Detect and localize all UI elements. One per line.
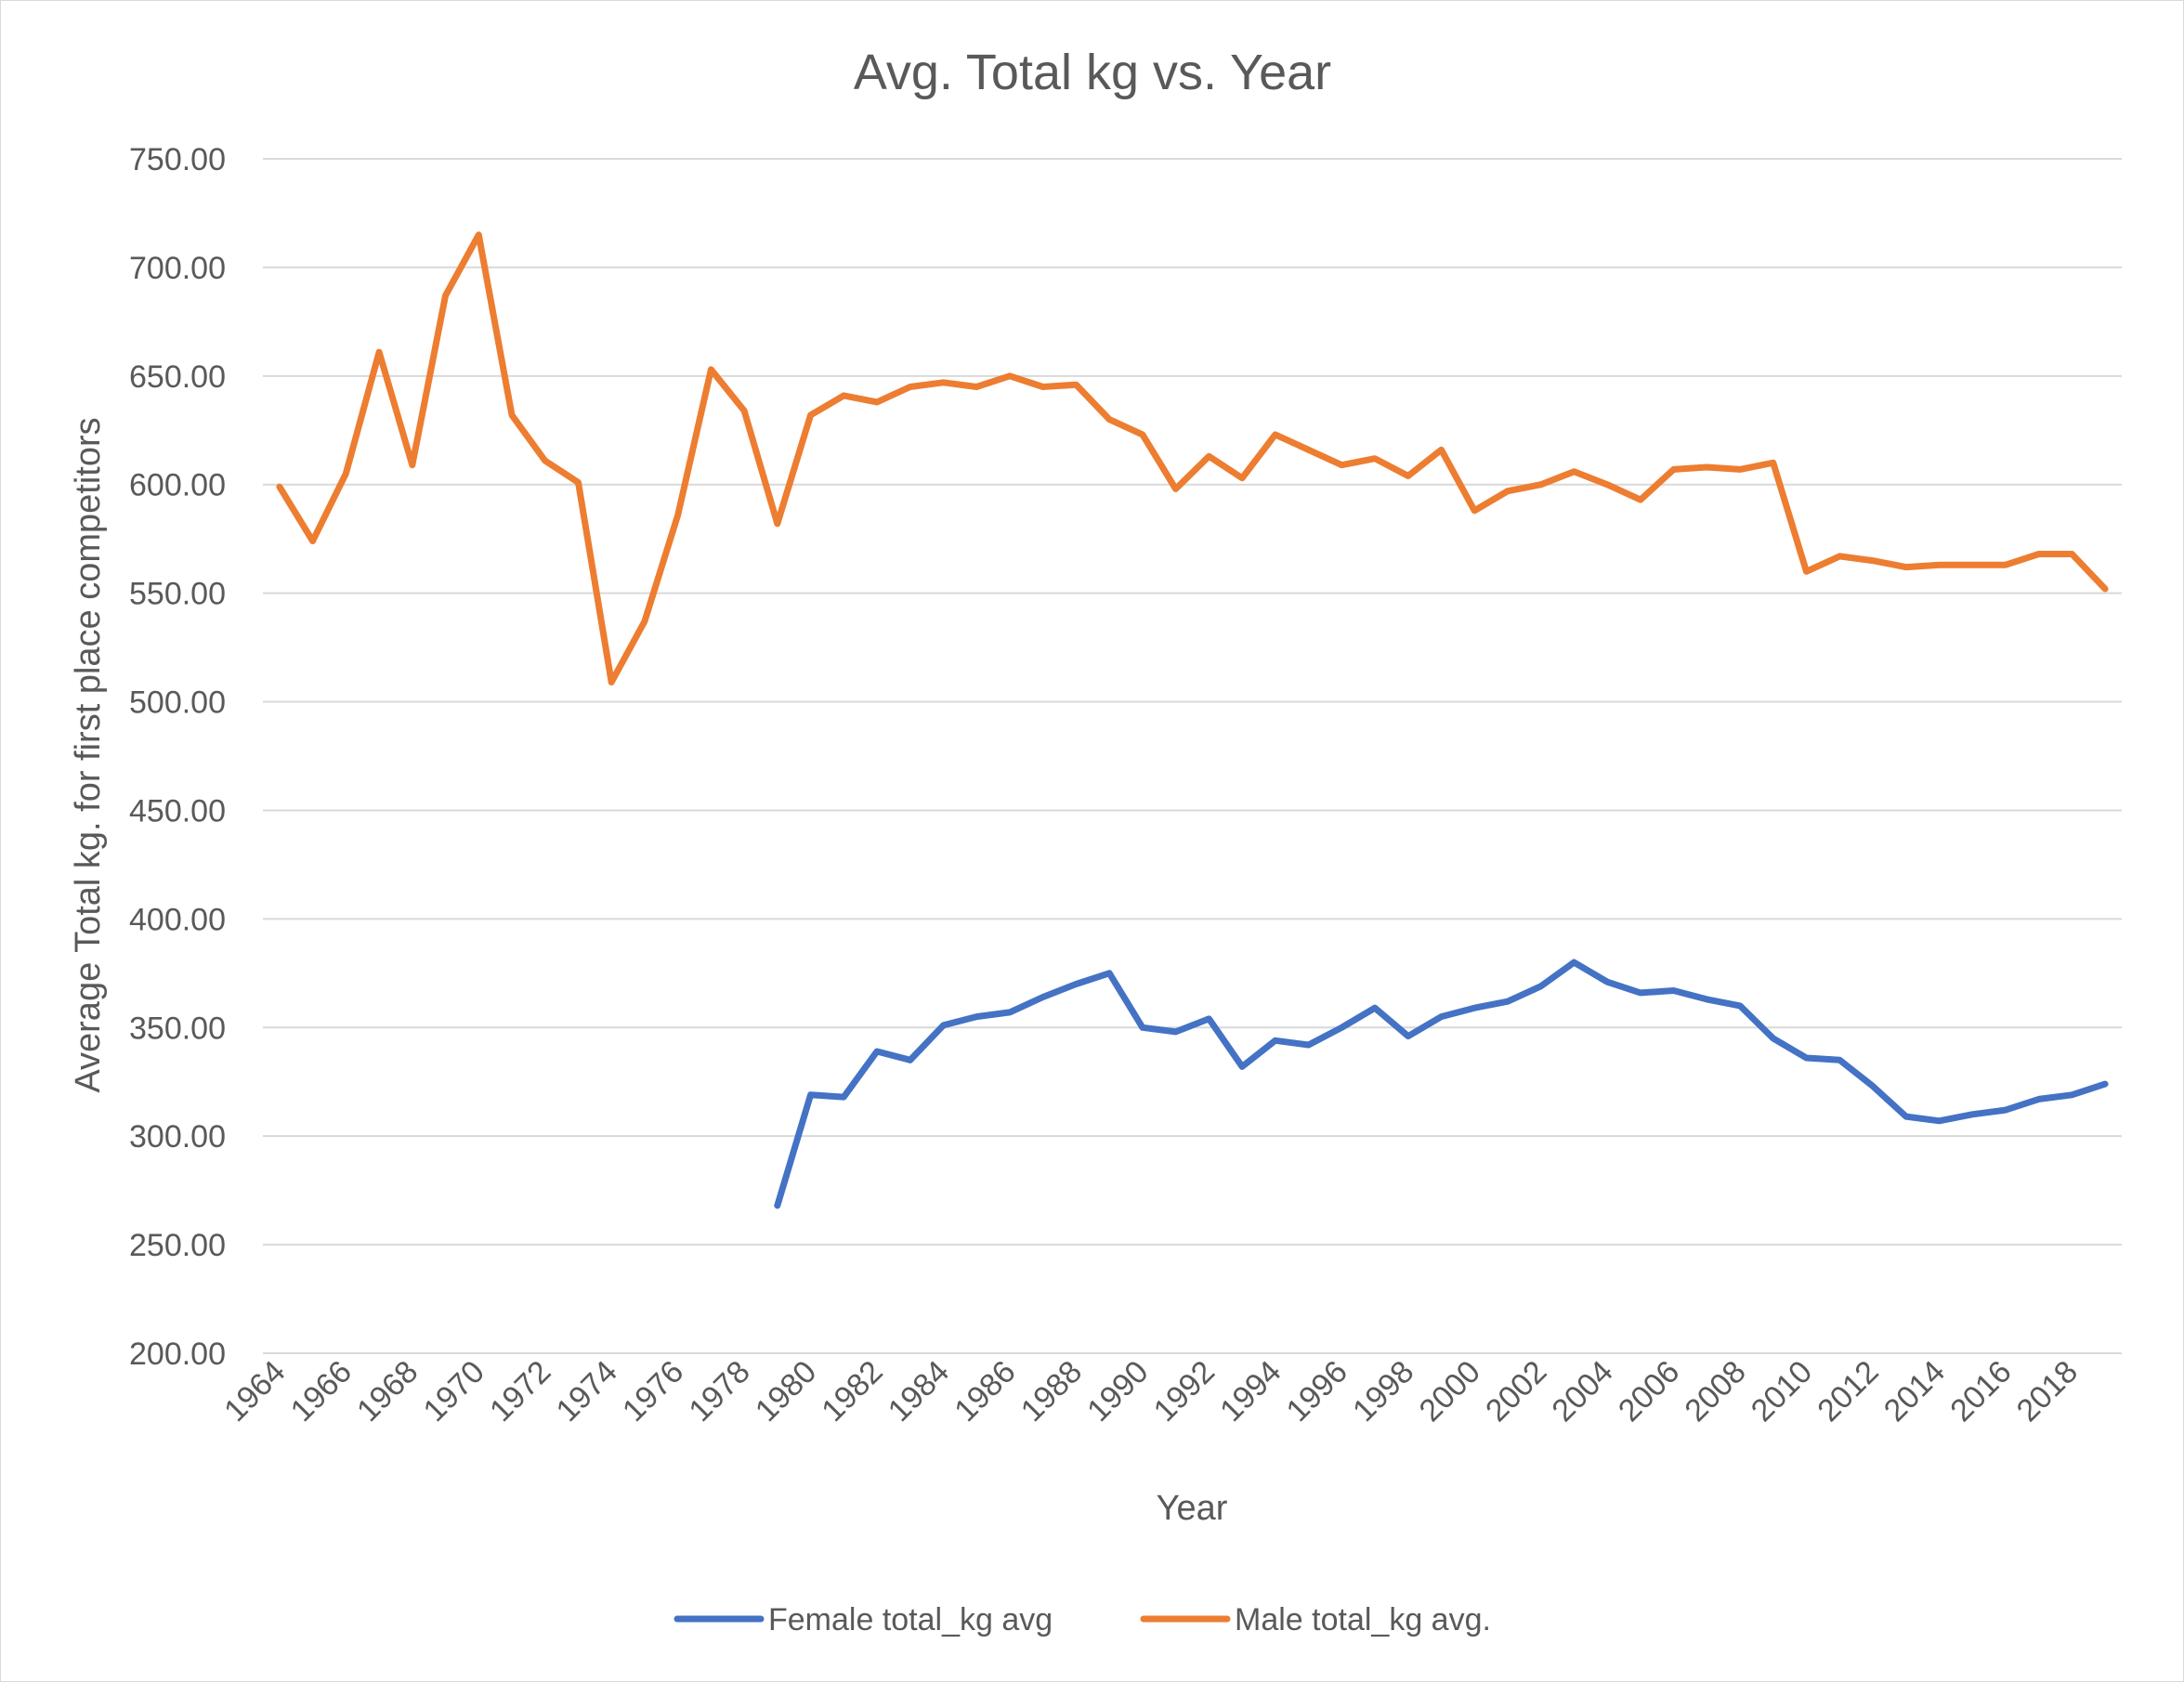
y-tick-label: 650.00 — [129, 359, 226, 395]
y-tick-label: 750.00 — [129, 142, 226, 177]
y-tick-label: 400.00 — [129, 902, 226, 937]
x-tick-label: 2000 — [1413, 1354, 1487, 1429]
legend: Female total_kg avg Male total_kg avg. — [674, 1602, 1491, 1637]
x-tick-label: 1996 — [1280, 1354, 1354, 1429]
x-tick-label: 2010 — [1745, 1354, 1819, 1429]
y-axis-title: Average Total kg. for first place compet… — [69, 417, 108, 1092]
x-tick-label: 1974 — [549, 1354, 623, 1429]
x-axis-title: Year — [1157, 1489, 1228, 1528]
y-tick-label: 200.00 — [129, 1337, 226, 1372]
x-tick-label: 1976 — [616, 1354, 690, 1429]
y-tick-label: 550.00 — [129, 577, 226, 612]
x-tick-label: 1968 — [350, 1354, 425, 1429]
x-axis-ticks: 1964196619681970197219741976197819801982… — [217, 1354, 2085, 1429]
legend-label: Female total_kg avg — [768, 1602, 1053, 1637]
x-tick-label: 1972 — [483, 1354, 557, 1429]
x-tick-label: 2008 — [1678, 1354, 1752, 1429]
x-tick-label: 2012 — [1811, 1354, 1885, 1429]
y-tick-label: 250.00 — [129, 1228, 226, 1263]
x-tick-label: 1998 — [1346, 1354, 1420, 1429]
y-tick-label: 500.00 — [129, 685, 226, 721]
x-tick-label: 2016 — [1943, 1354, 2018, 1429]
y-tick-label: 700.00 — [129, 251, 226, 286]
legend-label: Male total_kg avg. — [1235, 1602, 1491, 1637]
x-tick-label: 1980 — [749, 1354, 823, 1429]
x-tick-label: 1994 — [1213, 1354, 1288, 1429]
y-tick-label: 300.00 — [129, 1119, 226, 1155]
x-tick-label: 1966 — [284, 1354, 359, 1429]
x-tick-label: 1964 — [217, 1354, 292, 1429]
x-tick-label: 2002 — [1479, 1354, 1553, 1429]
x-tick-label: 1982 — [815, 1354, 889, 1429]
x-tick-label: 2018 — [2010, 1354, 2085, 1429]
series-lines — [276, 231, 2109, 1209]
x-tick-label: 1992 — [1147, 1354, 1222, 1429]
x-tick-label: 1988 — [1014, 1354, 1089, 1429]
x-tick-label: 2006 — [1612, 1354, 1686, 1429]
x-tick-label: 2004 — [1545, 1354, 1619, 1429]
chart-title: Avg. Total kg vs. Year — [854, 45, 1331, 100]
x-tick-label: 1970 — [417, 1354, 491, 1429]
y-tick-label: 350.00 — [129, 1011, 226, 1046]
y-tick-label: 600.00 — [129, 468, 226, 503]
y-axis-ticks: 200.00 250.00 300.00 350.00 400.00 450.00 500.… — [129, 142, 226, 1372]
x-tick-label: 1978 — [682, 1354, 756, 1429]
series-line-male — [276, 231, 2109, 685]
series-line-female — [774, 959, 2109, 1209]
x-tick-label: 1990 — [1080, 1354, 1155, 1429]
y-tick-label: 450.00 — [129, 793, 226, 828]
gridlines — [263, 158, 2122, 1354]
x-tick-label: 1986 — [948, 1354, 1022, 1429]
x-tick-label: 1984 — [882, 1354, 956, 1429]
x-tick-label: 2014 — [1877, 1354, 1952, 1429]
